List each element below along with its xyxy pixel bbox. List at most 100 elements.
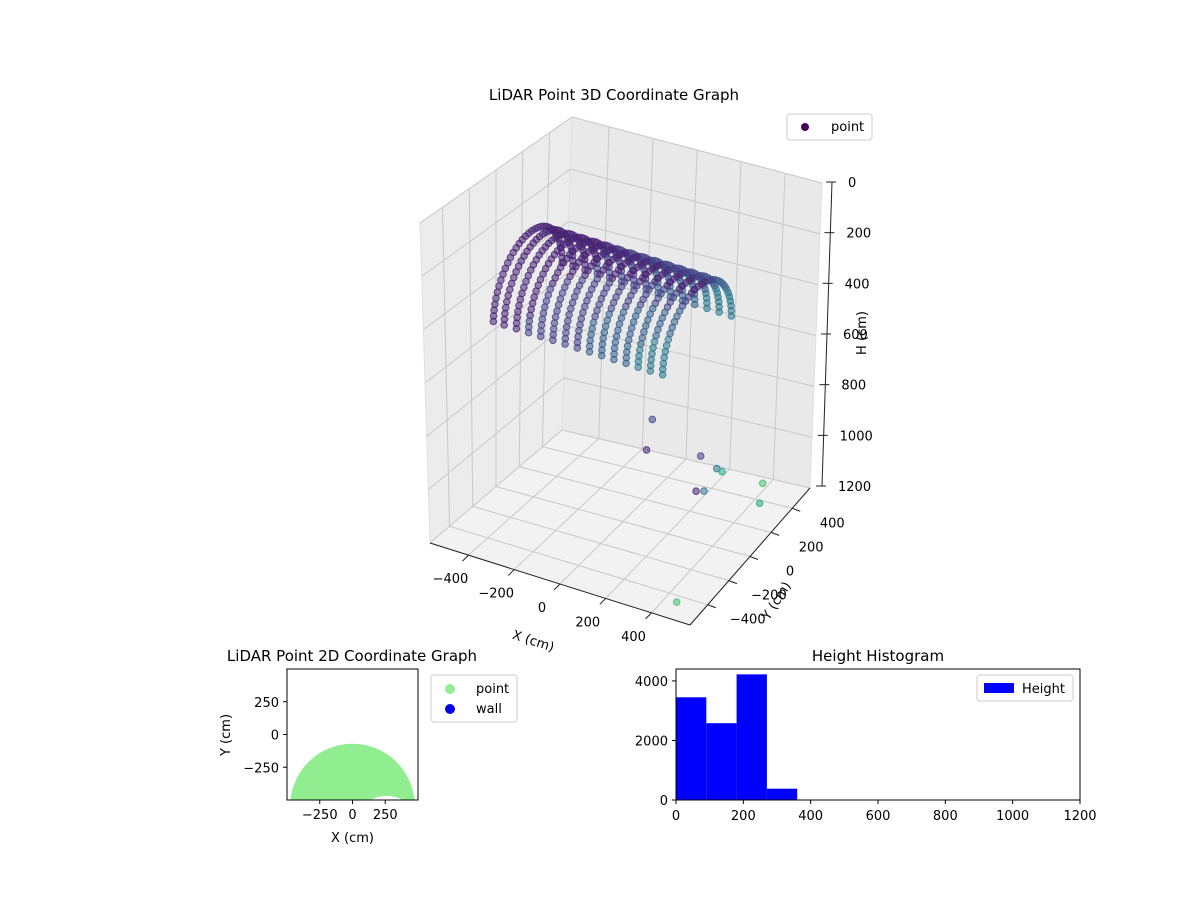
data-point xyxy=(541,303,549,311)
z-tick-label: 1200 xyxy=(838,480,871,495)
data-point xyxy=(512,324,521,333)
y-tick-label: −400 xyxy=(730,613,766,628)
x-tick-label: −400 xyxy=(433,572,469,587)
legend-label: Height xyxy=(1022,682,1065,697)
data-point xyxy=(649,344,657,352)
y-tick-mark xyxy=(728,580,738,585)
data-point xyxy=(527,305,536,314)
legend-box xyxy=(976,674,1074,702)
data-point xyxy=(664,335,673,344)
left-grid-z xyxy=(423,220,569,331)
x-tick-label: 600 xyxy=(866,809,891,824)
chart-2d-title: LiDAR Point 2D Coordinate Graph xyxy=(227,647,477,665)
left-grid-z xyxy=(428,377,564,491)
data-point xyxy=(579,308,587,317)
data-point xyxy=(528,299,537,308)
x-axis-label: X (cm) xyxy=(510,628,556,656)
left-grid-z xyxy=(426,325,566,437)
data-point xyxy=(718,467,726,476)
data-point xyxy=(640,328,648,336)
data-point xyxy=(565,311,573,319)
data-point xyxy=(638,334,647,342)
x-tick-label: 400 xyxy=(621,630,646,645)
x-tick-label: 200 xyxy=(731,809,756,824)
x-axis-label: X (cm) xyxy=(331,831,374,846)
x-tick-label: 1200 xyxy=(1063,809,1096,824)
x-tick-label: 0 xyxy=(348,808,356,823)
x-tick-mark xyxy=(599,598,607,605)
data-point xyxy=(567,304,575,313)
legend-marker-wall xyxy=(445,704,455,714)
legend-label: point xyxy=(831,120,864,135)
x-tick-label: 400 xyxy=(798,809,823,824)
z-tick-label: 600 xyxy=(843,328,868,343)
point-region xyxy=(290,743,415,800)
data-point xyxy=(637,340,645,348)
data-point xyxy=(573,344,582,352)
data-point xyxy=(591,312,599,321)
histogram-bar xyxy=(736,674,767,800)
legend-swatch xyxy=(984,683,1014,693)
x-tick-label: 800 xyxy=(933,809,958,824)
x-tick-label: −250 xyxy=(302,808,338,823)
data-point xyxy=(500,321,509,329)
data-point xyxy=(648,415,657,424)
data-point xyxy=(615,320,624,328)
y-tick-label: 0 xyxy=(786,565,794,580)
back-grid-z xyxy=(565,325,815,387)
data-point xyxy=(539,309,548,318)
y-tick-mark xyxy=(792,507,801,512)
x-tick-label: −200 xyxy=(478,587,514,602)
x-tick-mark xyxy=(462,554,469,562)
chart-3d-title: LiDAR Point 3D Coordinate Graph xyxy=(489,86,739,104)
x-tick-mark xyxy=(553,583,561,591)
data-point xyxy=(585,348,594,356)
legend-2d: point wall xyxy=(430,674,518,723)
data-point xyxy=(544,291,553,299)
data-point xyxy=(696,452,705,460)
data-point xyxy=(612,332,621,341)
floor-grid-y xyxy=(519,466,772,533)
data-point xyxy=(658,371,667,379)
data-point xyxy=(662,341,671,350)
chart-histogram: Height Histogram 0 200 400 600 800 1000 1200 0 20… xyxy=(635,647,1097,824)
data-point xyxy=(551,313,560,321)
data-point xyxy=(554,301,563,309)
back-grid-z xyxy=(570,168,821,235)
data-point xyxy=(622,359,630,368)
histogram-bar xyxy=(676,697,707,800)
data-point xyxy=(626,330,634,338)
data-point xyxy=(530,293,539,302)
data-point xyxy=(561,340,569,348)
data-point xyxy=(536,332,545,341)
x-tick-label: 0 xyxy=(672,809,680,824)
data-point xyxy=(588,324,597,333)
data-point xyxy=(654,325,662,334)
legend-marker-point xyxy=(445,684,455,694)
data-point xyxy=(672,598,681,606)
data-point xyxy=(601,322,610,331)
y-tick-label: 0 xyxy=(660,794,668,809)
data-point xyxy=(495,282,503,290)
histogram-bar xyxy=(706,723,737,800)
data-point xyxy=(661,347,670,356)
data-point xyxy=(634,363,643,372)
data-point xyxy=(624,336,633,344)
data-point xyxy=(506,285,514,294)
floor-grid-y xyxy=(542,446,793,509)
legend-histogram: Height xyxy=(976,674,1074,702)
z-tick-label: 200 xyxy=(846,227,871,242)
data-point xyxy=(646,367,655,375)
data-point xyxy=(610,355,618,364)
data-point xyxy=(589,318,598,327)
histogram-title: Height Histogram xyxy=(812,647,944,665)
data-point xyxy=(576,320,584,329)
data-point xyxy=(489,317,498,326)
back-grid-z xyxy=(561,429,811,489)
point-mass xyxy=(290,743,415,800)
data-point xyxy=(503,297,511,306)
data-point xyxy=(642,446,651,454)
data-point xyxy=(758,479,767,488)
histogram-bar xyxy=(766,788,798,800)
